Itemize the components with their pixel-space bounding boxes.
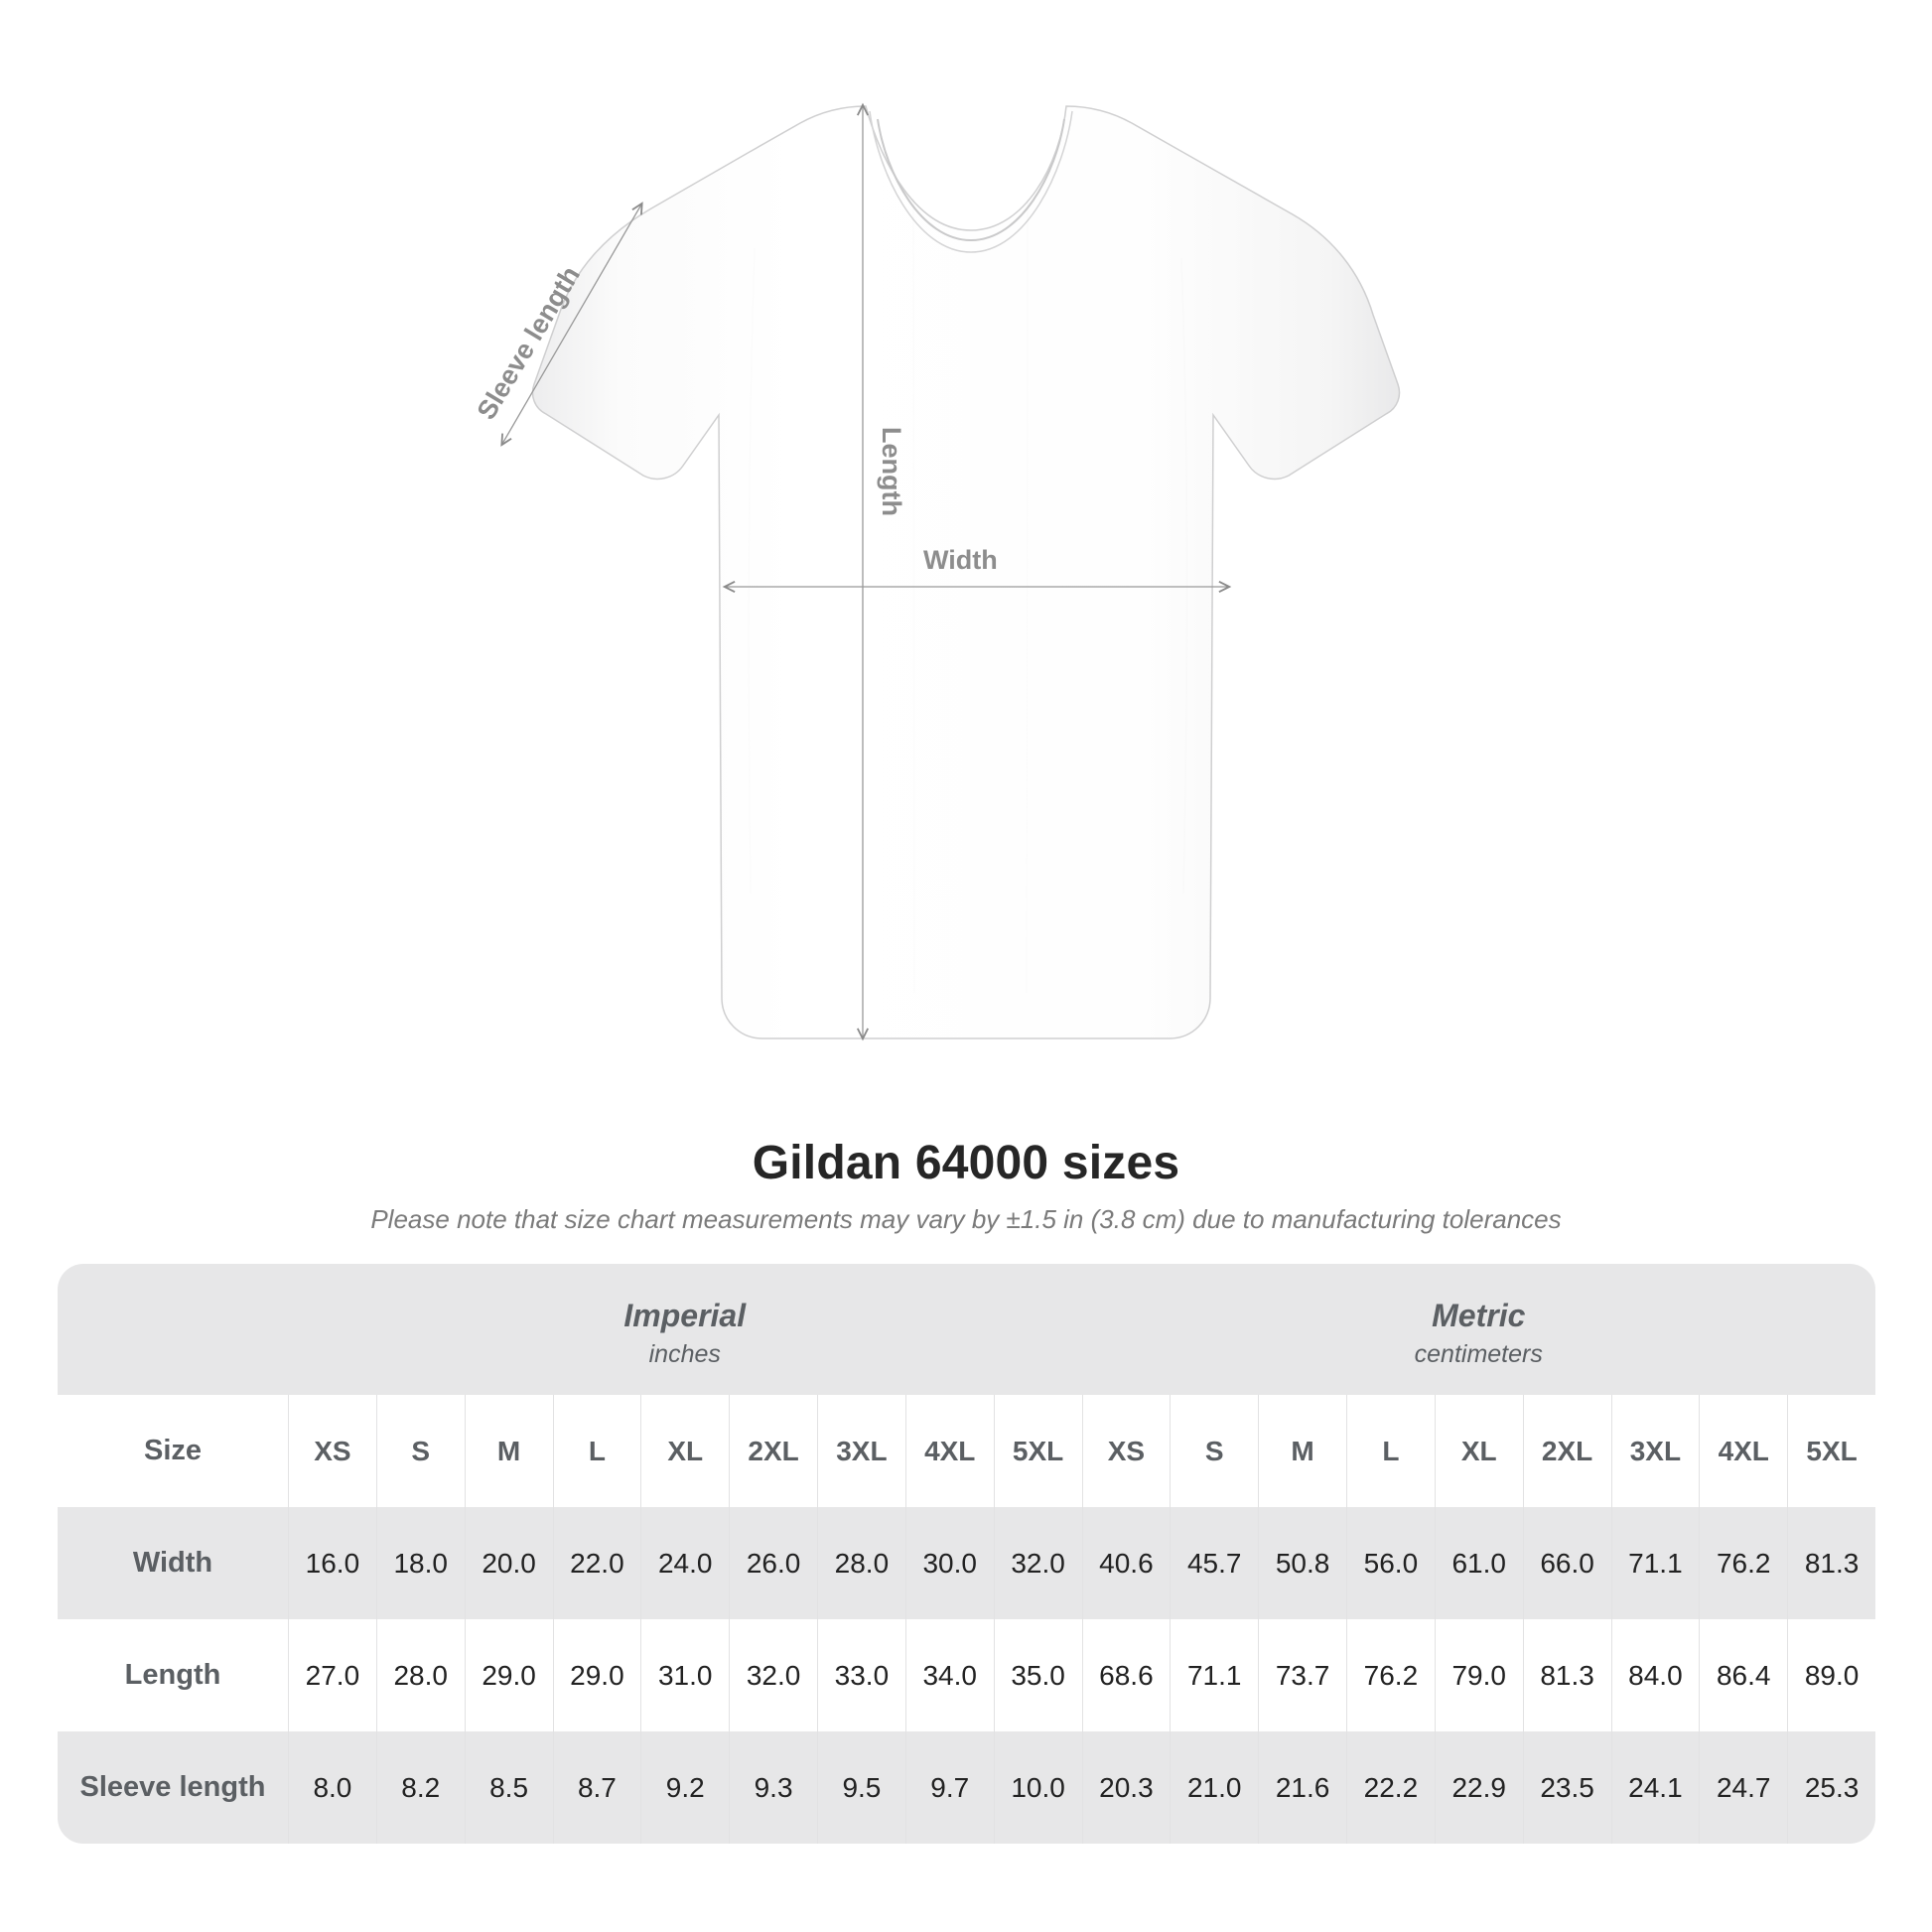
svg-text:Width: Width <box>923 545 998 575</box>
svg-text:Length: Length <box>877 427 906 516</box>
